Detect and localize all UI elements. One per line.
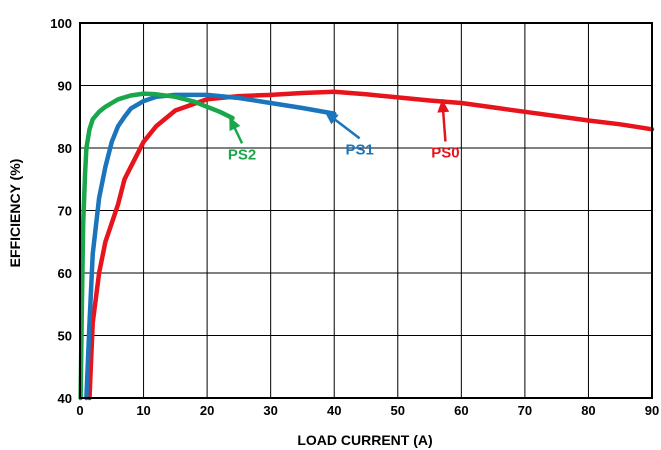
x-tick-label: 30 xyxy=(263,403,277,418)
y-tick-label: 40 xyxy=(58,391,72,406)
annotation-label-ps2: PS2 xyxy=(228,146,256,163)
series-ps2-line xyxy=(78,91,235,401)
x-tick-label: 40 xyxy=(327,403,341,418)
y-tick-label: 100 xyxy=(50,16,72,31)
series-ps0-line xyxy=(87,89,655,401)
annotation-arrowhead-ps1 xyxy=(324,111,339,125)
y-tick-label: 50 xyxy=(58,329,72,344)
series-layer xyxy=(78,89,655,401)
grid xyxy=(79,22,653,399)
y-tick-label: 90 xyxy=(58,79,72,94)
annotation-label-ps1: PS1 xyxy=(345,141,373,158)
x-tick-label: 90 xyxy=(645,403,659,418)
y-axis-title: EFFICIENCY (%) xyxy=(7,159,23,268)
y-tick-label: 80 xyxy=(58,141,72,156)
x-tick-label: 10 xyxy=(136,403,150,418)
x-tick-label: 0 xyxy=(76,403,83,418)
series-ps1-line xyxy=(84,92,337,401)
annotation-label-ps0: PS0 xyxy=(431,145,459,162)
annotation-arrowhead-ps2 xyxy=(229,116,241,132)
x-tick-label: 80 xyxy=(581,403,595,418)
y-tick-label: 60 xyxy=(58,266,72,281)
plot-frame xyxy=(79,22,653,399)
annotation-layer: PS2 PS1 PS0 xyxy=(228,99,460,163)
tick-labels: 0 10 20 30 40 50 60 70 80 90 40 50 60 70 80 90 100 xyxy=(50,16,659,418)
x-tick-label: 50 xyxy=(391,403,405,418)
x-axis-title: LOAD CURRENT (A) xyxy=(297,432,432,448)
x-tick-label: 60 xyxy=(454,403,468,418)
x-tick-label: 70 xyxy=(518,403,532,418)
y-tick-label: 70 xyxy=(58,204,72,219)
x-tick-label: 20 xyxy=(200,403,214,418)
annotation-arrowhead-ps0 xyxy=(437,99,450,113)
